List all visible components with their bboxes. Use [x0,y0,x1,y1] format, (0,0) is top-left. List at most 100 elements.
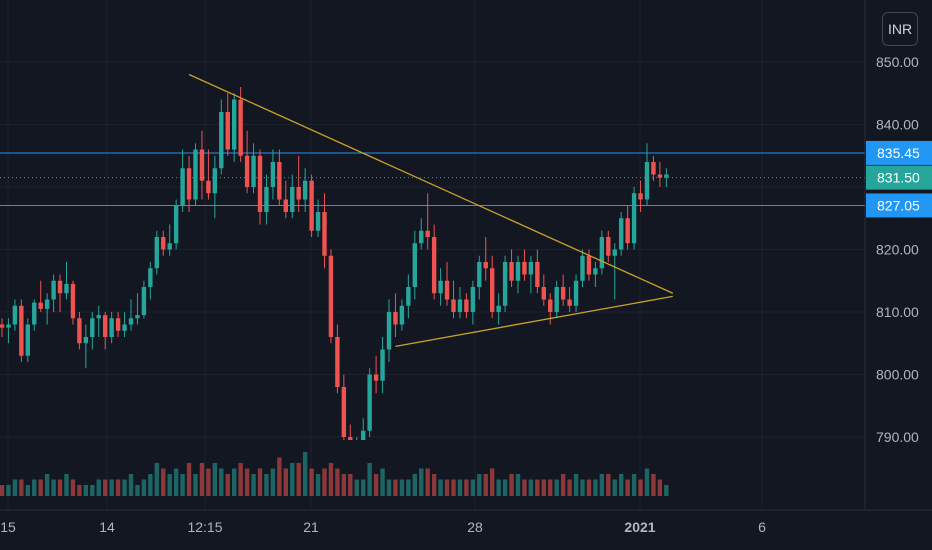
time-axis[interactable]: 15 14 12:15 21 28 2021 6 [0,519,766,535]
volume-bar [302,452,308,496]
volume-bar [580,479,585,496]
candle-body [57,280,63,294]
volume-bar [38,479,43,496]
trend-line[interactable] [395,295,673,348]
candle-body [141,287,147,316]
volume-bar [122,479,127,496]
grid-lines [0,0,865,510]
volume-bar [264,474,269,496]
candle-body [32,302,37,325]
trend-lines[interactable] [188,73,674,348]
price-axis[interactable]: 850.00 840.00 820.00 810.00 800.00 790.00 [876,54,919,445]
volume-bar [361,479,366,496]
price-tick-label: 840.00 [876,117,919,133]
price-tick-label: 810.00 [876,304,919,320]
volume-bar [90,485,95,496]
candle-body [406,287,411,306]
volume-bar [115,479,121,496]
volume-bar [277,457,282,496]
candle-body [361,430,366,440]
volume-bar [25,485,30,496]
candle-body [64,283,69,294]
volume-bar [638,479,643,496]
volume-bar [606,474,611,496]
volume-bar [644,468,650,496]
candle-body [0,324,5,328]
candle-body [586,255,592,275]
volume-bar [399,479,405,496]
volume-bar [560,474,566,496]
volume-bar [619,474,624,496]
candle-body [612,249,617,256]
candle-body [477,262,482,287]
candle-body [431,237,437,294]
volume-bar [0,485,5,496]
candle-body [599,237,605,269]
volume-bar [631,474,637,496]
volume-bar [573,474,579,496]
candle-body [470,287,476,312]
candle-body [328,255,334,337]
candle-body [335,337,340,387]
candle-body [638,193,643,200]
volume-bar [290,463,295,496]
volume-bar [283,468,288,496]
candle-body [438,280,443,294]
candle-body [573,280,579,306]
candle-body [644,162,650,200]
volume-bar [19,479,24,496]
candle-body [270,162,276,187]
volume-bar [386,479,392,496]
volume-bar [251,474,256,496]
candle-body [528,262,534,275]
candle-body [186,168,192,200]
candle-body [193,149,198,200]
trend-line[interactable] [188,73,674,294]
candle-body [302,180,308,200]
candle-body [348,437,353,440]
candle-body [606,237,611,256]
volume-bar [651,474,656,496]
candle-body [625,218,630,244]
candle-body [135,315,140,319]
volume-bar [490,468,495,496]
volume-bar [83,485,89,496]
volume-bar [328,463,334,496]
volume-bar [180,474,185,496]
volume-bar [322,468,327,496]
price-tick-label: 800.00 [876,367,919,383]
volume-bar [548,479,553,496]
volume-bar [535,479,540,496]
volume-bar [393,479,398,496]
candle-body [212,168,218,194]
candle-body [567,299,572,306]
volume-bar [354,479,359,496]
volume-bar [96,479,101,496]
candle-body [290,187,295,212]
candle-body [296,187,301,200]
price-tag-label: 831.50 [877,170,920,186]
candle-body [412,243,417,287]
volume-bar [77,485,82,496]
volume-bar [457,479,463,496]
candle-body [277,162,282,200]
candle-body [509,262,514,281]
candle-body [457,299,463,312]
volume-bar [219,468,224,496]
candle-body [251,155,256,187]
price-tag [866,193,932,218]
candle-body [502,262,508,306]
volume-bars [0,452,669,496]
volume-bar [554,479,559,496]
volume-bar [244,468,250,496]
volume-bar [483,474,488,496]
price-labels: 835.45 831.50 827.05 [866,140,932,218]
price-tick-label: 850.00 [876,54,919,70]
candle-body [451,299,456,312]
volume-bar [406,479,411,496]
price-tag [866,165,932,190]
candle-body [399,305,405,325]
currency-button[interactable]: INR [882,12,918,46]
